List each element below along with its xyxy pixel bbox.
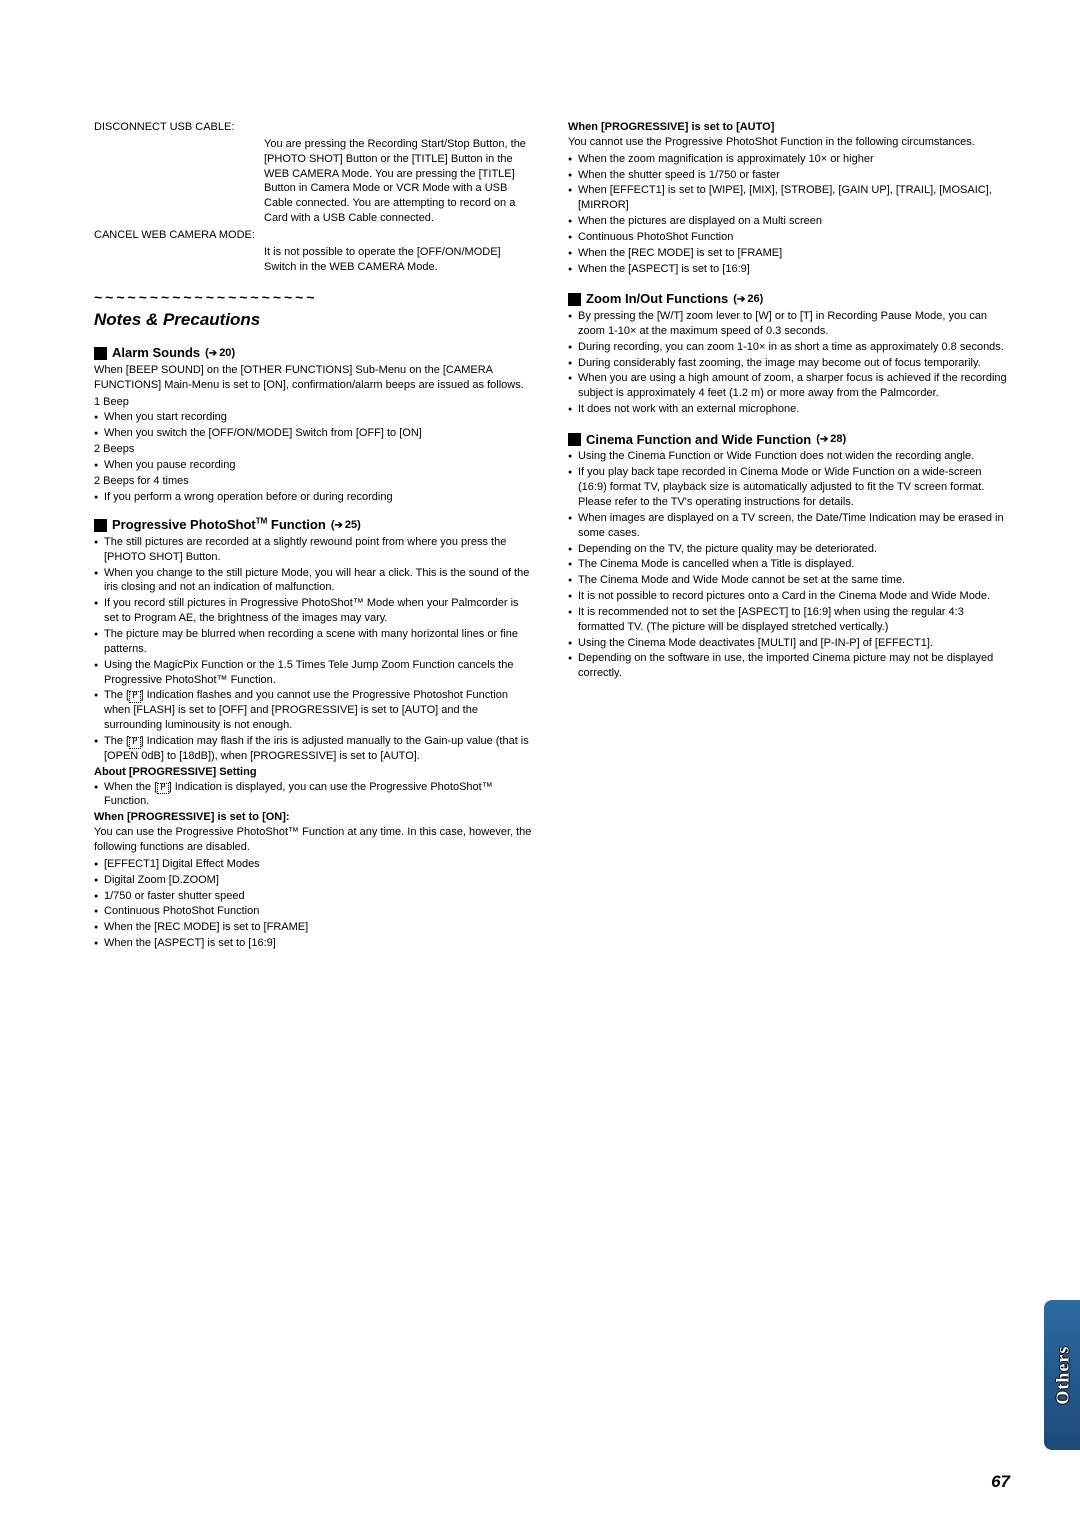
alarm-heading: Alarm Sounds (20) (94, 344, 536, 362)
list-item: When you start recording (94, 410, 536, 425)
list-item: When the shutter speed is 1/750 or faste… (568, 168, 1010, 183)
page-number: 67 (991, 1471, 1010, 1494)
list-item: The Cinema Mode is cancelled when a Titl… (568, 557, 1010, 572)
list-item: When the [P] Indication is displayed, yo… (94, 780, 536, 810)
list-item: When images are displayed on a TV screen… (568, 511, 1010, 541)
list-item: 1/750 or faster shutter speed (94, 889, 536, 904)
right-column: When [PROGRESSIVE] is set to [AUTO] You … (568, 120, 1010, 952)
list-item: Continuous PhotoShot Function (568, 230, 1010, 245)
list-item: [EFFECT1] Digital Effect Modes (94, 857, 536, 872)
list-item: The picture may be blurred when recordin… (94, 627, 536, 657)
list-item: When the [REC MODE] is set to [FRAME] (568, 246, 1010, 261)
cinema-heading: Cinema Function and Wide Function (28) (568, 431, 1010, 449)
term-list: DISCONNECT USB CABLE: You are pressing t… (94, 120, 536, 274)
list-item: By pressing the [W/T] zoom lever to [W] … (568, 309, 1010, 339)
list-item: 1 Beep (94, 395, 536, 410)
list-item: It is not possible to record pictures on… (568, 589, 1010, 604)
progressive-heading: Progressive PhotoShotTM Function (25) (94, 516, 536, 534)
list-item: Depending on the TV, the picture quality… (568, 542, 1010, 557)
list-item: If you play back tape recorded in Cinema… (568, 465, 1010, 510)
list-item: When the pictures are displayed on a Mul… (568, 214, 1010, 229)
list-item: The [P] Indication may flash if the iris… (94, 734, 536, 764)
list-item: 2 Beeps for 4 times (94, 474, 536, 489)
list-item: When [EFFECT1] is set to [WIPE], [MIX], … (568, 183, 1010, 213)
list-item: It does not work with an external microp… (568, 402, 1010, 417)
list-item: When you switch the [OFF/ON/MODE] Switch… (94, 426, 536, 441)
side-tab: Others (1044, 1300, 1080, 1450)
section-title: Notes & Precautions (94, 309, 536, 332)
on-intro: You can use the Progressive PhotoShot™ F… (94, 825, 536, 855)
heading-text: Cinema Function and Wide Function (586, 431, 811, 449)
list-item: 2 Beeps (94, 442, 536, 457)
list-item: It is recommended not to set the [ASPECT… (568, 605, 1010, 635)
list-item: Using the MagicPix Function or the 1.5 T… (94, 658, 536, 688)
list-item: During considerably fast zooming, the im… (568, 356, 1010, 371)
on-heading: When [PROGRESSIVE] is set to [ON]: (94, 810, 536, 825)
wave-divider: ~~~~~~~~~~~~~~~~~~~~ (94, 288, 536, 307)
list-item: When you change to the still picture Mod… (94, 566, 536, 596)
list-item: Using the Cinema Function or Wide Functi… (568, 449, 1010, 464)
zoom-heading: Zoom In/Out Functions (26) (568, 290, 1010, 308)
alarm-intro: When [BEEP SOUND] on the [OTHER FUNCTION… (94, 363, 536, 393)
term: DISCONNECT USB CABLE: (94, 120, 264, 135)
term: CANCEL WEB CAMERA MODE: (94, 228, 314, 243)
term-desc: You are pressing the Recording Start/Sto… (264, 137, 536, 226)
list-item: During recording, you can zoom 1-10× in … (568, 340, 1010, 355)
list-item: When the [ASPECT] is set to [16:9] (94, 936, 536, 951)
list-item: Using the Cinema Mode deactivates [MULTI… (568, 636, 1010, 651)
list-item: Continuous PhotoShot Function (94, 904, 536, 919)
list-item: The still pictures are recorded at a sli… (94, 535, 536, 565)
list-item: If you perform a wrong operation before … (94, 490, 536, 505)
heading-text: Alarm Sounds (112, 344, 200, 362)
list-item: If you record still pictures in Progress… (94, 596, 536, 626)
list-item: The Cinema Mode and Wide Mode cannot be … (568, 573, 1010, 588)
list-item: When the zoom magnification is approxima… (568, 152, 1010, 167)
list-item: When you are using a high amount of zoom… (568, 371, 1010, 401)
list-item: When you pause recording (94, 458, 536, 473)
list-item: The [P] Indication flashes and you canno… (94, 688, 536, 733)
term-desc: It is not possible to operate the [OFF/O… (264, 245, 536, 275)
list-item: Digital Zoom [D.ZOOM] (94, 873, 536, 888)
about-heading: About [PROGRESSIVE] Setting (94, 765, 536, 780)
left-column: DISCONNECT USB CABLE: You are pressing t… (94, 120, 536, 952)
heading-text: Zoom In/Out Functions (586, 290, 728, 308)
list-item: When the [REC MODE] is set to [FRAME] (94, 920, 536, 935)
auto-heading: When [PROGRESSIVE] is set to [AUTO] (568, 120, 1010, 135)
list-item: When the [ASPECT] is set to [16:9] (568, 262, 1010, 277)
list-item: Depending on the software in use, the im… (568, 651, 1010, 681)
auto-intro: You cannot use the Progressive PhotoShot… (568, 135, 1010, 150)
